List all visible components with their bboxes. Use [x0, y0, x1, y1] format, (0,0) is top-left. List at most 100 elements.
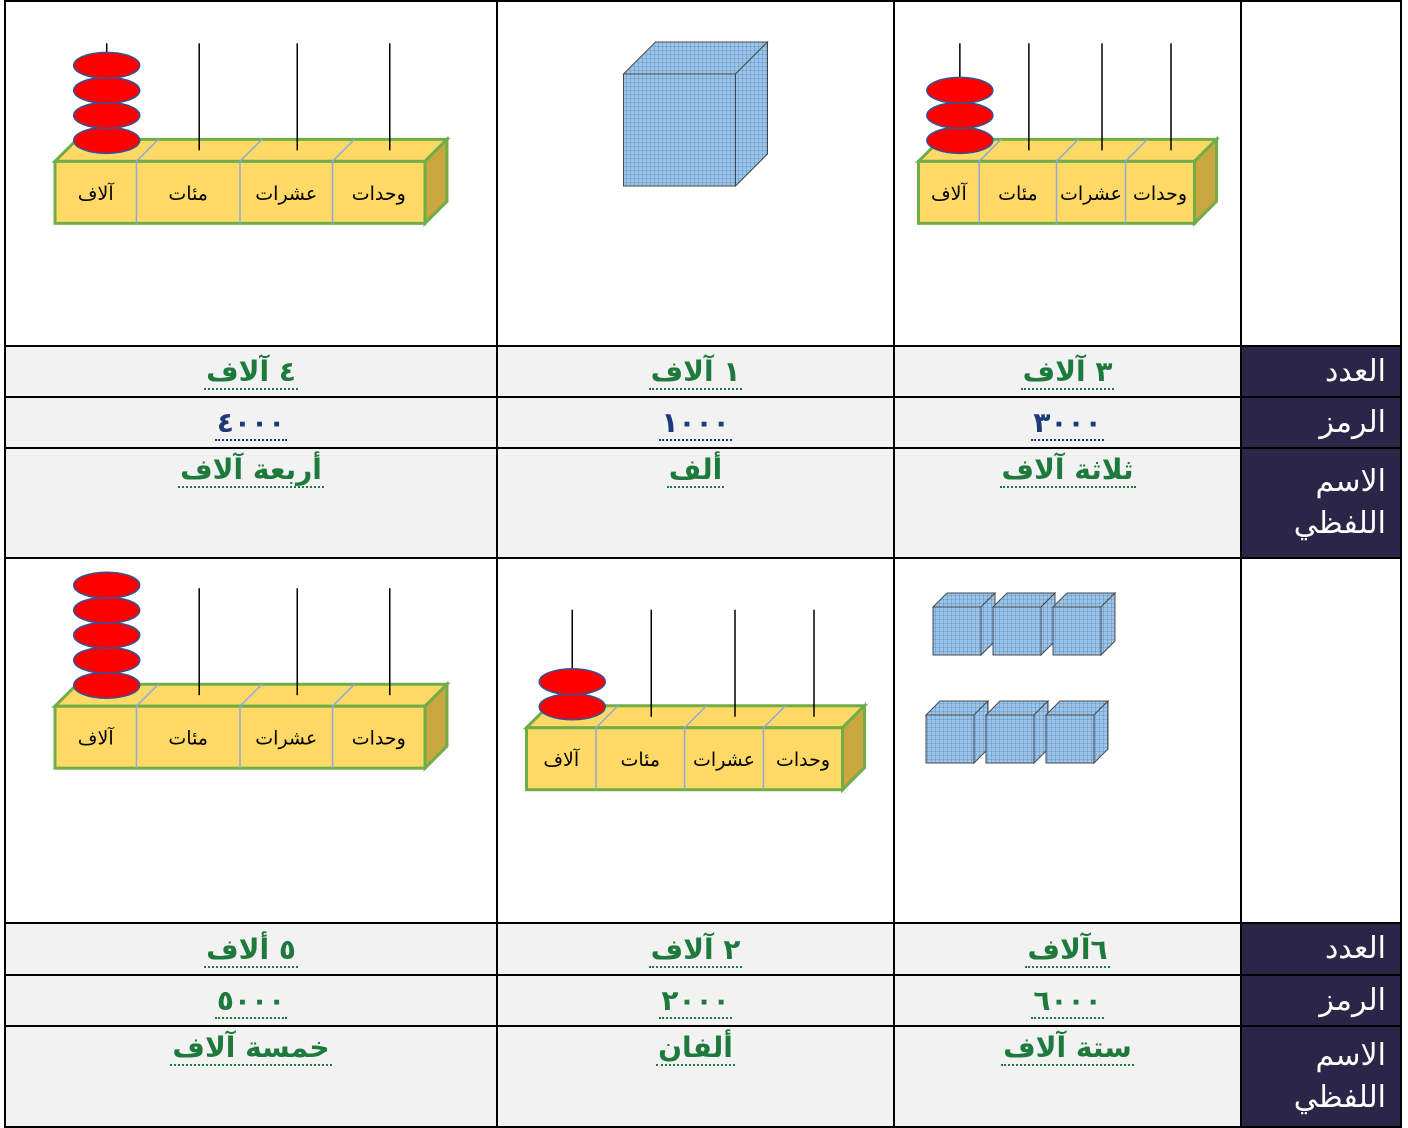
section-divider — [1124, 138, 1149, 162]
word_name-text: ثلاثة آلاف — [999, 453, 1136, 488]
value-cell: ألف — [496, 447, 895, 559]
value-cell: ٣ آلاف — [893, 345, 1242, 398]
place-label: عشرات — [255, 183, 317, 205]
number-text: ٢ آلاف — [648, 932, 743, 968]
row-header: العدد — [1240, 345, 1402, 398]
value-cell: ٦٠٠٠ — [893, 974, 1242, 1027]
abacus: آلاف مئات عشرات وحدات — [914, 43, 1221, 227]
symbol-text: ٥٠٠٠ — [214, 984, 288, 1019]
word_name-text: ألفان — [656, 1031, 735, 1066]
word_name-row: الاسم اللفظي ستة آلاف ألفان خمسة آلاف — [4, 1025, 1402, 1128]
cube-front — [932, 606, 982, 656]
row-header-text: الاسم اللفظي — [1293, 464, 1386, 541]
bead — [72, 646, 141, 674]
illustration: آلاف مئات عشرات وحدات — [51, 43, 451, 227]
row-header: العدد — [1240, 922, 1402, 976]
place-label: مئات — [168, 728, 208, 750]
section-divider — [331, 138, 356, 162]
visual-cell: آلاف مئات عشرات وحدات — [4, 0, 498, 347]
place-label: مئات — [168, 183, 208, 205]
worksheet-table: آلاف مئات عشرات وحدات آلاف مئات عشرات وحدات العد… — [4, 0, 1402, 1128]
cube — [1044, 699, 1110, 765]
section-divider — [978, 138, 1002, 162]
cube — [1051, 591, 1117, 657]
symbol-text: ٦٠٠٠ — [1031, 984, 1104, 1019]
bead — [926, 101, 994, 130]
bead — [926, 126, 994, 155]
cube — [931, 591, 997, 657]
value-cell: ثلاثة آلاف — [893, 447, 1242, 559]
abacus: آلاف مئات عشرات وحدات — [522, 609, 869, 794]
abacus: آلاف مئات عشرات وحدات — [51, 571, 451, 772]
row-header-text: العدد — [1324, 931, 1386, 966]
cube — [622, 40, 769, 188]
row-header: الاسم اللفظي — [1240, 1025, 1402, 1128]
value-cell: ٣٠٠٠ — [893, 396, 1242, 449]
value-cell: ٦آلاف — [893, 922, 1242, 976]
cube-front — [925, 714, 975, 764]
number-text: ٣ آلاف — [1020, 355, 1115, 390]
bead — [926, 76, 994, 105]
cube-front — [992, 606, 1042, 656]
place-label: عشرات — [255, 728, 317, 750]
visual-cell: آلاف مئات عشرات وحدات — [4, 557, 498, 924]
cube-front — [1052, 606, 1102, 656]
place-label: آلاف — [78, 726, 115, 750]
row-header-text: العدد — [1324, 353, 1386, 389]
place-label: مئات — [998, 183, 1038, 205]
value-cell: ١٠٠٠ — [496, 396, 895, 449]
value-cell: ستة آلاف — [893, 1025, 1242, 1128]
section-divider — [135, 138, 159, 162]
cube — [924, 699, 990, 765]
number-text: ١ آلاف — [648, 355, 743, 390]
number-text: ٤ آلاف — [204, 355, 298, 390]
place-label: وحدات — [352, 183, 406, 205]
value-cell: أربعة آلاف — [4, 447, 498, 559]
symbol-text: ١٠٠٠ — [659, 406, 732, 441]
section-divider — [683, 705, 708, 729]
section-divider — [135, 683, 159, 707]
bead — [72, 126, 141, 155]
number-text: ٦آلاف — [1025, 932, 1110, 968]
bead — [72, 621, 141, 649]
section-divider — [762, 705, 787, 729]
bead — [72, 671, 141, 699]
section-divider — [331, 683, 356, 707]
place-label: عشرات — [1060, 183, 1122, 205]
value-cell: ٤٠٠٠ — [4, 396, 498, 449]
number-row: العدد ٣ آلاف ١ آلاف ٤ آلاف — [4, 345, 1402, 398]
word_name-text: خمسة آلاف — [170, 1031, 332, 1066]
cube — [991, 591, 1057, 657]
row-header: الرمز — [1240, 974, 1402, 1027]
illustration: آلاف مئات عشرات وحدات — [914, 43, 1221, 227]
value-cell: ٥٠٠٠ — [4, 974, 498, 1027]
abacus: آلاف مئات عشرات وحدات — [51, 43, 451, 227]
number-text: ٥ ألاف — [204, 932, 298, 968]
bead — [538, 692, 607, 721]
word_name-text: ألف — [666, 453, 725, 488]
row-header-text: الرمز — [1319, 982, 1386, 1018]
place-label: مئات — [620, 749, 660, 771]
value-cell: ٥ ألاف — [4, 922, 498, 976]
symbol-row: الرمز ٣٠٠٠ ١٠٠٠ ٤٠٠٠ — [4, 396, 1402, 449]
row-header: الاسم اللفظي — [1240, 447, 1402, 559]
symbol-row: الرمز ٦٠٠٠ ٢٠٠٠ ٥٠٠٠ — [4, 974, 1402, 1027]
visual-row: آلاف مئات عشرات وحدات آلاف مئات عشرات وحدات — [4, 557, 1402, 924]
illustration: آلاف مئات عشرات وحدات — [51, 571, 451, 772]
symbol-text: ٢٠٠٠ — [659, 984, 732, 1019]
cube-front — [985, 714, 1035, 764]
value-cell: ٤ آلاف — [4, 345, 498, 398]
place-label: آلاف — [78, 181, 115, 205]
word_name-row: الاسم اللفظي ثلاثة آلاف ألف أربعة آلاف — [4, 447, 1402, 559]
symbol-text: ٣٠٠٠ — [1031, 406, 1104, 441]
visual-cell: آلاف مئات عشرات وحدات — [496, 557, 895, 924]
visual-cell — [893, 557, 1242, 924]
header-cell — [1240, 0, 1402, 347]
place-label: وحدات — [352, 728, 406, 750]
cube-front — [623, 73, 736, 187]
bead — [538, 667, 607, 696]
bead — [72, 76, 141, 105]
bead — [72, 51, 141, 80]
place-label: آلاف — [543, 747, 580, 771]
word_name-text: أربعة آلاف — [178, 453, 324, 488]
